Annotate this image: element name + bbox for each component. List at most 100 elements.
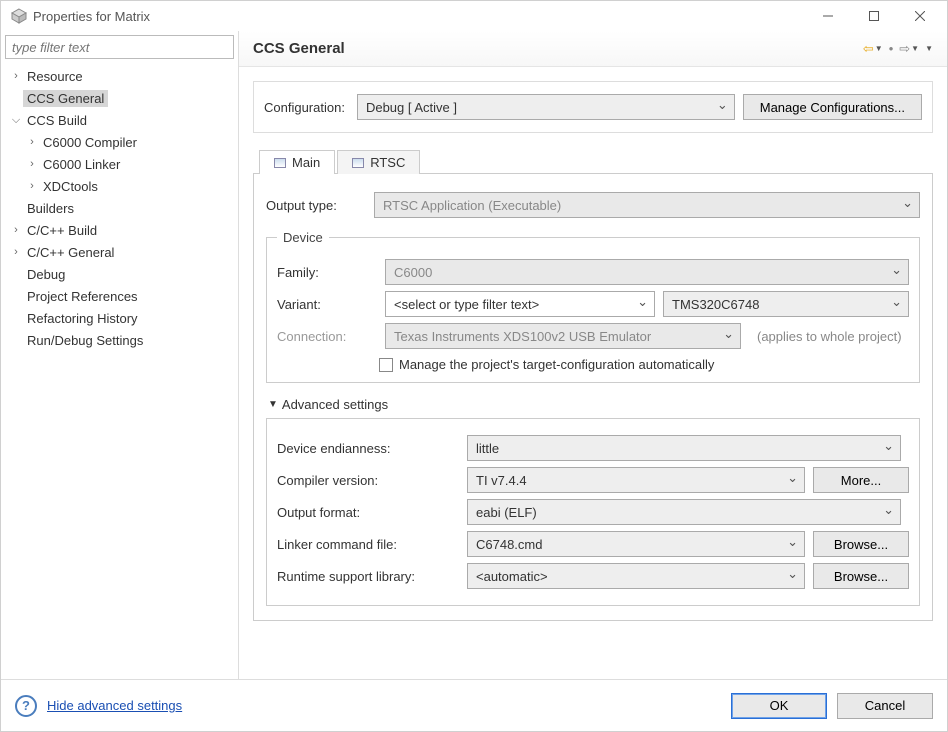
variant-row: Variant: <select or type filter text> TM… [277,291,909,317]
more-button[interactable]: More... [813,467,909,493]
hide-advanced-link[interactable]: Hide advanced settings [47,698,182,713]
output-type-value: RTSC Application (Executable) [383,198,561,213]
tree-item[interactable]: ›Run/Debug Settings [5,329,234,351]
tree-item[interactable]: ›Debug [5,263,234,285]
tree-item[interactable]: ›C6000 Compiler [5,131,234,153]
connection-note: (applies to whole project) [757,329,902,344]
advanced-row-value: TI v7.4.4 [476,473,527,488]
tree-item-label: Debug [23,266,69,283]
ok-button[interactable]: OK [731,693,827,719]
browse-button[interactable]: Browse... [813,531,909,557]
chevron-right-icon: › [25,136,39,148]
advanced-row-select[interactable]: eabi (ELF) [467,499,901,525]
advanced-row-select[interactable]: <automatic> [467,563,805,589]
connection-select: Texas Instruments XDS100v2 USB Emulator [385,323,741,349]
tree-item-label: XDCtools [39,178,102,195]
configuration-row: Configuration: Debug [ Active ] Manage C… [253,81,933,133]
tree-item-label: C/C++ General [23,244,118,261]
configuration-select[interactable]: Debug [ Active ] [357,94,735,120]
tree-item-label: CCS General [23,90,108,107]
tree-item[interactable]: ›C6000 Linker [5,153,234,175]
advanced-settings-panel: Device endianness: little Compiler version… [266,418,920,606]
header-nav: ⇦ ▼ • ⇨ ▼ ▼ [863,41,933,57]
advanced-row-value: C6748.cmd [476,537,542,552]
maximize-button[interactable] [851,1,897,31]
advanced-row-label: Output format: [277,505,459,520]
cancel-button[interactable]: Cancel [837,693,933,719]
variant-value: TMS320C6748 [672,297,759,312]
close-button[interactable] [897,1,943,31]
page-title: CCS General [253,40,863,57]
chevron-right-icon: › [25,180,39,192]
variant-select[interactable]: TMS320C6748 [663,291,909,317]
output-type-row: Output type: RTSC Application (Executabl… [266,192,920,218]
output-type-select: RTSC Application (Executable) [374,192,920,218]
connection-label: Connection: [277,329,377,344]
nav-menu-icon[interactable]: ▼ [925,44,933,53]
help-icon[interactable]: ? [15,695,37,717]
content-body: Configuration: Debug [ Active ] Manage C… [239,67,947,679]
tab-icon [274,158,286,168]
tree-item-label: C6000 Linker [39,156,124,173]
tree-item[interactable]: ›Project References [5,285,234,307]
output-type-label: Output type: [266,198,366,213]
advanced-row-select[interactable]: TI v7.4.4 [467,467,805,493]
filter-input[interactable] [5,35,234,59]
manage-configurations-button[interactable]: Manage Configurations... [743,94,922,120]
nav-tree: ›Resource›CCS General⌵CCS Build›C6000 Co… [5,65,234,679]
connection-value: Texas Instruments XDS100v2 USB Emulator [394,329,651,344]
nav-bullet: • [889,41,894,56]
tree-item[interactable]: ›CCS General [5,87,234,109]
dialog-footer: ? Hide advanced settings OK Cancel [1,679,947,731]
tree-item[interactable]: ›XDCtools [5,175,234,197]
content-header: CCS General ⇦ ▼ • ⇨ ▼ ▼ [239,31,947,67]
advanced-row-value: <automatic> [476,569,548,584]
advanced-row: Device endianness: little [277,435,909,461]
tree-item[interactable]: ›Builders [5,197,234,219]
advanced-row-select[interactable]: little [467,435,901,461]
minimize-button[interactable] [805,1,851,31]
manage-target-config-checkbox[interactable] [379,358,393,372]
chevron-right-icon: › [9,246,23,258]
tab-main[interactable]: Main [259,150,335,174]
tree-item-label: CCS Build [23,112,91,129]
content-pane: CCS General ⇦ ▼ • ⇨ ▼ ▼ Configuration: D… [239,31,947,679]
advanced-settings-toggle[interactable]: ▼ Advanced settings [268,397,920,412]
tree-item-label: Run/Debug Settings [23,332,147,349]
tree-item[interactable]: ⌵CCS Build [5,109,234,131]
advanced-row-select[interactable]: C6748.cmd [467,531,805,557]
tree-item-label: Project References [23,288,142,305]
tab-main-panel: Output type: RTSC Application (Executabl… [253,174,933,621]
chevron-right-icon: › [9,224,23,236]
nav-forward-button[interactable]: ⇨ ▼ [899,41,919,57]
tab-icon [352,158,364,168]
advanced-row-label: Runtime support library: [277,569,459,584]
device-fieldset: Device Family: C6000 Variant: <select or… [266,230,920,383]
advanced-row-label: Device endianness: [277,441,459,456]
tree-item[interactable]: ›Resource [5,65,234,87]
advanced-settings-label: Advanced settings [282,397,388,412]
family-value: C6000 [394,265,432,280]
tab-label: RTSC [370,155,405,170]
tree-item-label: C/C++ Build [23,222,101,239]
family-row: Family: C6000 [277,259,909,285]
variant-label: Variant: [277,297,377,312]
family-select: C6000 [385,259,909,285]
nav-back-button[interactable]: ⇦ ▼ [863,41,883,57]
family-label: Family: [277,265,377,280]
sidebar: ›Resource›CCS General⌵CCS Build›C6000 Co… [1,31,239,679]
advanced-row-label: Compiler version: [277,473,459,488]
advanced-row-value: little [476,441,499,456]
manage-target-config-row: Manage the project's target-configuratio… [379,357,909,372]
advanced-row: Compiler version: TI v7.4.4 More... [277,467,909,493]
tree-item-label: Refactoring History [23,310,142,327]
tab-rtsc[interactable]: RTSC [337,150,420,174]
variant-filter-placeholder: <select or type filter text> [394,297,539,312]
browse-button[interactable]: Browse... [813,563,909,589]
tree-item[interactable]: ›C/C++ General [5,241,234,263]
tab-label: Main [292,155,320,170]
chevron-right-icon: › [25,158,39,170]
variant-filter-combo[interactable]: <select or type filter text> [385,291,655,317]
tree-item[interactable]: ›C/C++ Build [5,219,234,241]
tree-item[interactable]: ›Refactoring History [5,307,234,329]
